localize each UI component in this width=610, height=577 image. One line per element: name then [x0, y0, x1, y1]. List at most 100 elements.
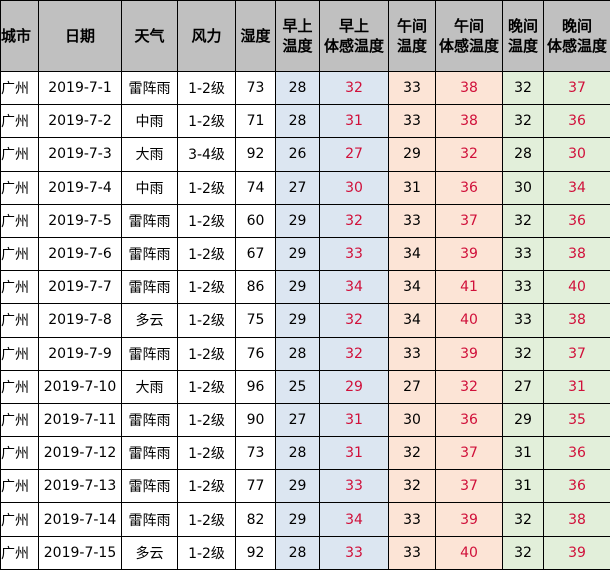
- column-header-noon-feel-temp: 午间 体感温度: [435, 0, 503, 72]
- cell-date: 2019-7-5: [38, 203, 122, 238]
- cell-weather: 多云: [121, 303, 178, 338]
- column-header-noon-temp: 午间 温度: [388, 0, 436, 72]
- column-header-evening-feel-temp: 晚间 体感温度: [543, 0, 610, 72]
- cell-noon-temp: 27: [388, 369, 436, 404]
- cell-noon-temp: 33: [388, 502, 436, 537]
- cell-humidity: 75: [235, 303, 276, 338]
- cell-humidity: 96: [235, 369, 276, 404]
- cell-morning-temp: 28: [275, 436, 320, 471]
- cell-evening-feel-temp: 38: [543, 303, 610, 338]
- cell-noon-feel-temp: 39: [435, 236, 503, 272]
- cell-date: 2019-7-2: [38, 104, 122, 139]
- cell-evening-temp: 33: [502, 236, 544, 272]
- cell-wind: 1-2级: [177, 303, 236, 338]
- table-row: 广州 2019-7-4 中雨 1-2级 74 27 30 31 36 30 34: [0, 170, 610, 205]
- cell-evening-temp: 32: [502, 70, 544, 106]
- cell-wind: 1-2级: [177, 104, 236, 139]
- cell-humidity: 73: [235, 436, 276, 471]
- cell-city: 广州: [0, 535, 39, 570]
- cell-noon-temp: 34: [388, 270, 436, 305]
- cell-evening-temp: 30: [502, 170, 544, 205]
- cell-weather: 雷阵雨: [121, 336, 178, 371]
- cell-weather: 雷阵雨: [121, 203, 178, 238]
- cell-humidity: 76: [235, 336, 276, 371]
- cell-evening-temp: 28: [502, 137, 544, 172]
- table-row: 广州 2019-7-11 雷阵雨 1-2级 90 27 31 30 36 29 35: [0, 402, 610, 438]
- cell-city: 广州: [0, 170, 39, 205]
- cell-date: 2019-7-10: [38, 369, 122, 404]
- cell-noon-temp: 34: [388, 303, 436, 338]
- cell-morning-feel-temp: 32: [319, 70, 389, 106]
- cell-noon-temp: 34: [388, 236, 436, 272]
- cell-city: 广州: [0, 436, 39, 471]
- cell-evening-temp: 32: [502, 203, 544, 238]
- cell-noon-feel-temp: 37: [435, 203, 503, 238]
- cell-city: 广州: [0, 137, 39, 172]
- cell-weather: 雷阵雨: [121, 70, 178, 106]
- cell-evening-feel-temp: 35: [543, 402, 610, 438]
- cell-evening-feel-temp: 36: [543, 469, 610, 504]
- cell-evening-feel-temp: 31: [543, 369, 610, 404]
- cell-morning-temp: 29: [275, 270, 320, 305]
- cell-humidity: 86: [235, 270, 276, 305]
- cell-noon-feel-temp: 40: [435, 535, 503, 570]
- cell-evening-temp: 32: [502, 535, 544, 570]
- cell-morning-feel-temp: 33: [319, 236, 389, 272]
- table-row: 广州 2019-7-15 多云 1-2级 92 28 33 33 40 32 39: [0, 535, 610, 570]
- cell-evening-temp: 33: [502, 303, 544, 338]
- cell-wind: 1-2级: [177, 203, 236, 238]
- cell-date: 2019-7-6: [38, 236, 122, 272]
- cell-noon-temp: 33: [388, 203, 436, 238]
- cell-evening-feel-temp: 34: [543, 170, 610, 205]
- cell-morning-temp: 29: [275, 236, 320, 272]
- column-header-humidity: 湿度: [235, 0, 276, 72]
- cell-evening-feel-temp: 38: [543, 502, 610, 537]
- cell-morning-temp: 28: [275, 70, 320, 106]
- table-row: 广州 2019-7-12 雷阵雨 1-2级 73 28 31 32 37 31 36: [0, 436, 610, 471]
- cell-morning-feel-temp: 33: [319, 469, 389, 504]
- cell-date: 2019-7-15: [38, 535, 122, 570]
- cell-city: 广州: [0, 502, 39, 537]
- cell-morning-temp: 26: [275, 137, 320, 172]
- cell-date: 2019-7-13: [38, 469, 122, 504]
- cell-evening-temp: 32: [502, 104, 544, 139]
- cell-wind: 1-2级: [177, 270, 236, 305]
- cell-humidity: 92: [235, 137, 276, 172]
- cell-evening-feel-temp: 36: [543, 203, 610, 238]
- cell-morning-feel-temp: 32: [319, 303, 389, 338]
- table-row: 广州 2019-7-1 雷阵雨 1-2级 73 28 32 33 38 32 37: [0, 70, 610, 106]
- cell-wind: 1-2级: [177, 402, 236, 438]
- cell-noon-temp: 33: [388, 70, 436, 106]
- cell-date: 2019-7-9: [38, 336, 122, 371]
- cell-wind: 1-2级: [177, 170, 236, 205]
- cell-city: 广州: [0, 402, 39, 438]
- cell-weather: 中雨: [121, 104, 178, 139]
- cell-noon-feel-temp: 36: [435, 170, 503, 205]
- column-header-morning-temp: 早上 温度: [275, 0, 320, 72]
- cell-noon-feel-temp: 37: [435, 469, 503, 504]
- cell-noon-feel-temp: 41: [435, 270, 503, 305]
- cell-wind: 1-2级: [177, 70, 236, 106]
- cell-weather: 雷阵雨: [121, 469, 178, 504]
- cell-evening-feel-temp: 37: [543, 336, 610, 371]
- cell-noon-temp: 33: [388, 535, 436, 570]
- cell-morning-feel-temp: 33: [319, 535, 389, 570]
- cell-noon-temp: 30: [388, 402, 436, 438]
- table-row: 广州 2019-7-8 多云 1-2级 75 29 32 34 40 33 38: [0, 303, 610, 338]
- cell-wind: 1-2级: [177, 502, 236, 537]
- cell-weather: 雷阵雨: [121, 402, 178, 438]
- cell-evening-temp: 31: [502, 469, 544, 504]
- table-row: 广州 2019-7-5 雷阵雨 1-2级 60 29 32 33 37 32 36: [0, 203, 610, 238]
- cell-morning-temp: 28: [275, 336, 320, 371]
- table-row: 广州 2019-7-2 中雨 1-2级 71 28 31 33 38 32 36: [0, 104, 610, 139]
- cell-city: 广州: [0, 104, 39, 139]
- cell-morning-temp: 25: [275, 369, 320, 404]
- cell-humidity: 82: [235, 502, 276, 537]
- cell-evening-temp: 31: [502, 436, 544, 471]
- cell-weather: 雷阵雨: [121, 236, 178, 272]
- cell-wind: 1-2级: [177, 336, 236, 371]
- cell-morning-feel-temp: 32: [319, 203, 389, 238]
- cell-city: 广州: [0, 369, 39, 404]
- cell-city: 广州: [0, 469, 39, 504]
- cell-evening-temp: 27: [502, 369, 544, 404]
